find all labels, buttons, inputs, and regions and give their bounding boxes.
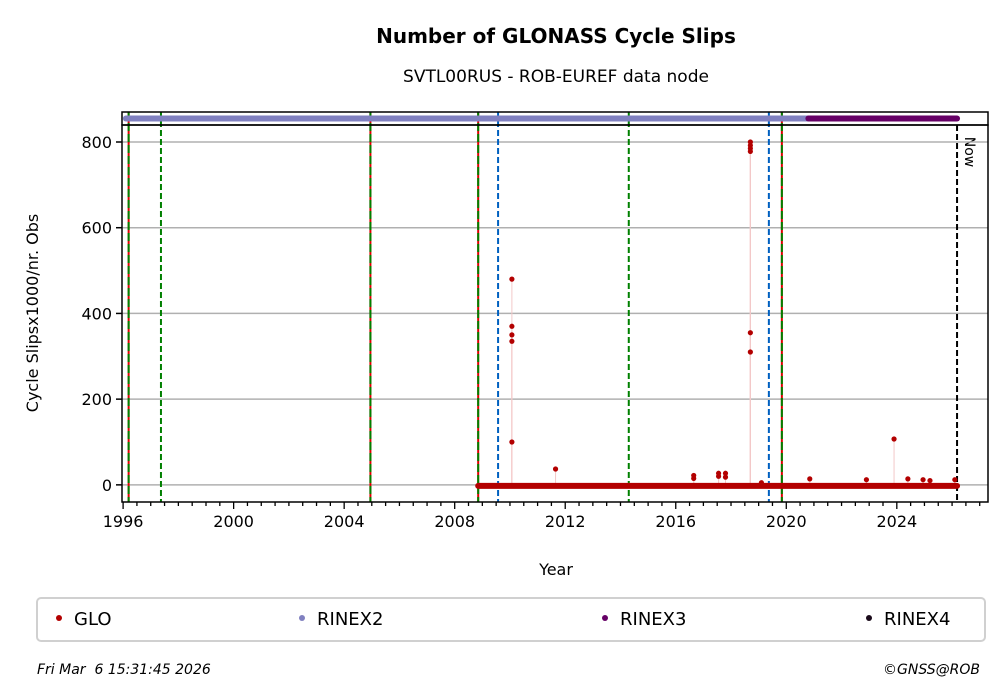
y-tick-label: 0 [102,476,112,495]
glo-point [722,474,729,480]
legend-marker-rinex4 [866,615,872,621]
now-label: Now [961,137,977,168]
y-tick-label: 200 [81,390,112,409]
glo-point [807,476,813,482]
legend-label-glo: GLO [74,609,112,630]
glo-point [509,323,515,329]
x-tick-label: 2024 [876,512,917,531]
chart-subtitle: SVTL00RUS - ROB-EUREF data node [403,67,709,87]
legend-item-rinex2: RINEX2 [299,609,383,630]
glo-point [509,332,515,338]
glo-point [905,476,911,482]
glo-point [509,338,515,344]
legend-item-rinex3: RINEX3 [602,609,686,630]
glo-point [715,473,722,479]
glo-point [509,439,515,445]
glo-point [509,276,515,282]
x-tick-label: 1996 [103,512,144,531]
glo-point [920,477,926,483]
footer-copyright: ©GNSS@ROB [883,662,980,678]
chart-title: Number of GLONASS Cycle Slips [376,24,736,48]
y-tick-label: 600 [81,219,112,238]
glo-point [747,330,753,336]
glo-point [758,480,765,486]
footer-timestamp: Fri Mar 6 15:31:45 2026 [37,662,211,678]
glo-point [891,436,897,442]
x-tick-label: 2008 [434,512,475,531]
legend-label-rinex4: RINEX4 [884,609,950,630]
legend-marker-glo [56,615,62,621]
legend-item-rinex4: RINEX4 [866,609,950,630]
x-tick-label: 2012 [545,512,586,531]
glo-point [552,466,559,472]
legend-label-rinex2: RINEX2 [317,609,383,630]
glo-point [747,148,753,155]
legend-box [36,597,986,642]
plot-frame [121,124,989,503]
legend-marker-rinex3 [602,615,608,621]
glo-point [747,349,753,355]
x-axis-label: Year [538,560,573,579]
glo-point [691,475,697,482]
x-tick-label: 2016 [655,512,696,531]
y-axis-label: Cycle Slipsx1000/nr. Obs [23,214,42,412]
y-tick-label: 800 [81,133,112,152]
legend-item-glo: GLO [56,609,112,630]
legend-marker-rinex2 [299,615,305,621]
glo-point [863,477,870,483]
y-tick-label: 400 [81,304,112,323]
x-tick-label: 2020 [766,512,807,531]
glo-point [952,477,958,483]
legend-label-rinex3: RINEX3 [620,609,686,630]
glo-point [722,470,729,476]
x-tick-label: 2000 [213,512,254,531]
glo-point [927,477,933,484]
x-tick-label: 2004 [324,512,365,531]
